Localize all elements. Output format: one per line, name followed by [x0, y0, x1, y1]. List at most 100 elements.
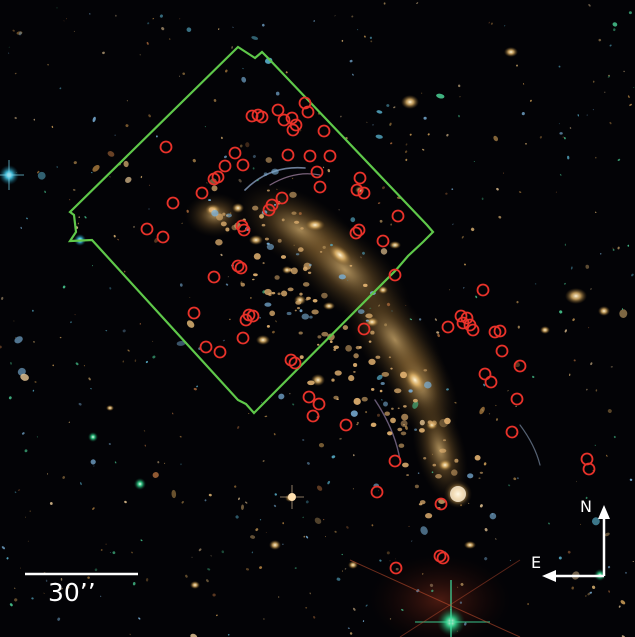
cluster-member — [225, 227, 230, 232]
field-galaxy — [148, 184, 151, 186]
cluster-member — [359, 346, 362, 349]
field-galaxy — [405, 305, 407, 307]
field-galaxy — [436, 331, 440, 334]
field-galaxy — [313, 20, 316, 22]
field-galaxy — [347, 627, 350, 629]
cluster-member — [273, 203, 277, 206]
source-marker-ring — [277, 113, 291, 127]
field-galaxy — [179, 18, 181, 20]
field-galaxy — [322, 245, 326, 249]
cluster-member — [402, 462, 409, 468]
cluster-member — [345, 344, 352, 352]
field-galaxy — [376, 110, 383, 114]
field-galaxy — [1, 296, 4, 300]
field-galaxy — [418, 318, 422, 321]
field-galaxy — [60, 587, 64, 590]
field-galaxy — [516, 300, 519, 304]
field-galaxy — [588, 326, 590, 329]
field-galaxy — [181, 501, 184, 504]
cluster-member — [418, 503, 423, 506]
field-galaxy — [100, 549, 103, 551]
field-galaxy — [216, 614, 218, 617]
field-galaxy — [37, 171, 46, 180]
field-galaxy — [231, 46, 233, 49]
cluster-member — [356, 423, 359, 426]
field-galaxy — [607, 409, 612, 413]
field-galaxy — [459, 601, 463, 604]
cluster-member — [375, 355, 381, 359]
cluster-member — [271, 168, 279, 175]
field-galaxy — [78, 402, 82, 406]
field-galaxy — [159, 14, 163, 18]
field-galaxy — [591, 517, 600, 526]
field-galaxy — [204, 126, 206, 128]
field-galaxy — [224, 155, 227, 159]
field-galaxy — [589, 591, 593, 594]
field-galaxy — [377, 413, 380, 417]
cluster-diffuse-light — [185, 183, 510, 637]
field-galaxy — [479, 406, 485, 415]
field-galaxy — [580, 523, 582, 525]
cluster-member — [297, 247, 304, 252]
field-galaxy — [239, 144, 243, 148]
source-marker-ring — [370, 485, 384, 499]
field-galaxy — [59, 336, 62, 339]
field-galaxy — [627, 244, 630, 247]
field-galaxy — [322, 166, 325, 169]
source-marker-ring — [285, 111, 299, 125]
field-galaxy — [436, 93, 445, 99]
field-galaxy — [613, 28, 616, 32]
field-galaxy — [134, 359, 137, 363]
field-galaxy — [409, 318, 413, 321]
source-marker-ring — [357, 186, 371, 200]
field-galaxy — [334, 530, 337, 533]
source-marker-ring — [349, 226, 363, 240]
cluster-member — [262, 262, 265, 265]
cluster-member — [264, 237, 269, 241]
field-galaxy — [45, 579, 48, 582]
source-marker-ring — [391, 209, 405, 223]
source-marker-ring — [301, 105, 315, 119]
field-galaxy — [419, 419, 425, 426]
field-galaxy — [63, 20, 65, 22]
field-galaxy — [365, 604, 368, 607]
cluster-member — [317, 335, 322, 339]
field-galaxy — [309, 592, 311, 595]
field-galaxy — [405, 158, 408, 162]
field-galaxy — [252, 167, 255, 170]
field-galaxy — [47, 63, 49, 66]
cluster-member — [380, 382, 385, 385]
field-galaxy — [127, 349, 130, 352]
cluster-member — [291, 211, 297, 215]
cluster-member — [280, 255, 287, 259]
field-galaxy — [607, 565, 611, 569]
field-galaxy — [404, 150, 408, 153]
field-galaxy — [378, 304, 380, 307]
field-galaxy — [227, 634, 230, 636]
cluster-member — [333, 348, 337, 351]
field-galaxy — [238, 178, 242, 183]
source-marker-ring — [339, 418, 353, 432]
field-galaxy — [314, 517, 322, 525]
field-galaxy — [155, 135, 158, 138]
field-galaxy — [241, 76, 247, 83]
source-marker-ring — [218, 159, 232, 173]
field-galaxy — [576, 480, 578, 483]
cluster-member — [342, 325, 349, 331]
field-galaxy — [13, 587, 16, 589]
field-galaxy — [395, 567, 399, 571]
cluster-member — [263, 172, 268, 176]
field-galaxy — [122, 329, 126, 333]
cluster-member — [423, 369, 428, 372]
field-galaxy — [273, 433, 276, 436]
cluster-member — [394, 388, 402, 394]
field-galaxy — [381, 399, 383, 401]
field-galaxy — [383, 401, 388, 407]
field-galaxy — [376, 374, 383, 380]
field-galaxy — [585, 264, 590, 269]
cluster-member — [266, 243, 274, 251]
cluster-member — [268, 292, 272, 297]
field-galaxy — [210, 555, 212, 557]
field-galaxy — [73, 161, 77, 165]
